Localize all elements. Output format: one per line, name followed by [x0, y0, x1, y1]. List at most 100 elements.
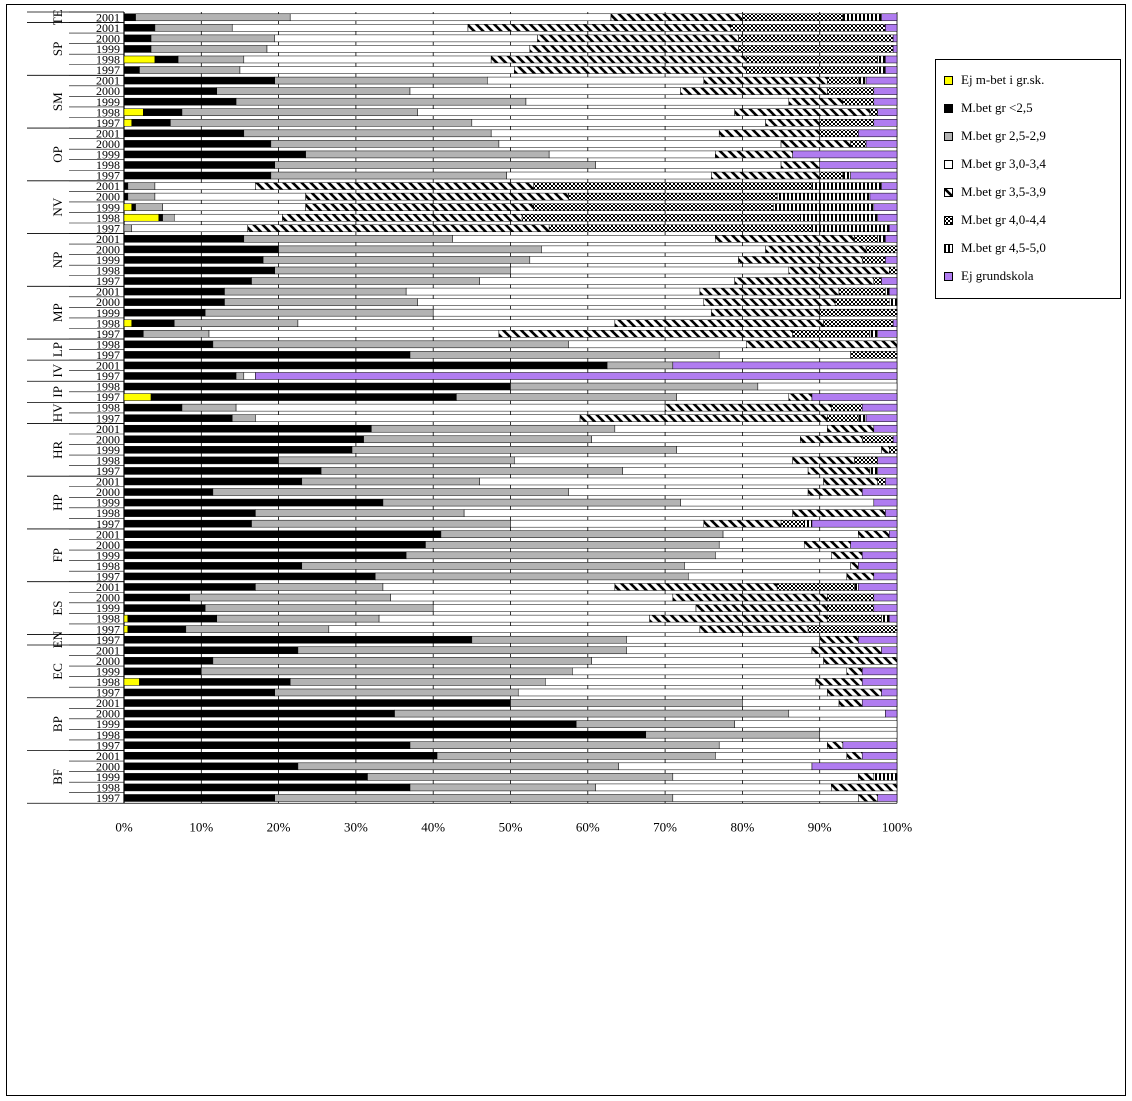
- bar-segment: [861, 435, 894, 444]
- bar-segment: [892, 435, 898, 444]
- bar-segment: [792, 509, 886, 517]
- bar-segment: [881, 13, 898, 22]
- bar-segment: [614, 583, 778, 591]
- bar-segment: [417, 298, 704, 306]
- bar-segment: [305, 150, 550, 159]
- bar-segment: [123, 87, 218, 95]
- year-label: 1998: [96, 781, 120, 795]
- bar-segment: [548, 150, 716, 159]
- bar-segment: [858, 76, 867, 85]
- bar-segment: [274, 161, 596, 169]
- year-label: 2000: [96, 759, 120, 773]
- bar-segment: [819, 119, 875, 127]
- year-label: 2001: [96, 179, 120, 193]
- bar-segment: [139, 678, 291, 686]
- bar-segment: [297, 762, 619, 771]
- bar-segment: [123, 97, 237, 106]
- bar-segment: [123, 635, 473, 644]
- bar-segment: [533, 203, 774, 211]
- bar-segment: [861, 403, 898, 412]
- bar-segment: [123, 245, 279, 254]
- bar-segment: [869, 192, 898, 201]
- bar-segment: [861, 667, 898, 676]
- bar-segment: [877, 467, 898, 475]
- bar-segment: [684, 562, 851, 570]
- bar-segment: [885, 256, 898, 264]
- bar-segment: [274, 76, 488, 85]
- bar-segment: [889, 614, 898, 623]
- bar-segment: [873, 277, 882, 285]
- bar-segment: [834, 298, 890, 306]
- group-label: OP: [50, 146, 65, 163]
- bar-segment: [869, 108, 878, 116]
- bar-segment: [123, 182, 129, 190]
- legend-label: M.bet gr 4,0-4,4: [961, 212, 1046, 227]
- bar-segment: [858, 129, 898, 138]
- group-label: MP: [50, 303, 65, 322]
- bar-segment: [861, 256, 886, 264]
- bar-segment: [842, 97, 875, 106]
- bar-segment: [177, 55, 245, 64]
- group-label: HR: [50, 440, 65, 458]
- bar-segment: [730, 24, 886, 32]
- bar-segment: [123, 741, 411, 749]
- bar-segment: [243, 55, 492, 64]
- bar-segment: [251, 519, 511, 528]
- bar-segment: [123, 76, 275, 85]
- bar-segment: [819, 635, 859, 644]
- bar-segment: [773, 203, 875, 211]
- bar-segment: [877, 55, 886, 64]
- bar-segment: [490, 129, 720, 138]
- legend-item: M.bet gr 4,5-5,0: [944, 234, 1120, 262]
- bar-segment: [541, 245, 766, 254]
- bar-segment: [819, 308, 898, 317]
- legend-swatch: [944, 131, 953, 141]
- bar-segment: [139, 66, 241, 74]
- year-label: 2000: [96, 591, 120, 605]
- bar-segment: [274, 794, 674, 802]
- bar-segment: [289, 13, 612, 22]
- year-label: 1997: [96, 327, 120, 341]
- year-label: 2001: [96, 74, 120, 88]
- bar-segment: [127, 625, 187, 633]
- bar-segment: [255, 372, 898, 380]
- bar-segment: [823, 657, 898, 665]
- bar-segment: [297, 646, 627, 655]
- bar-segment: [734, 108, 871, 116]
- year-label: 1999: [96, 770, 120, 784]
- bar-segment: [123, 298, 225, 306]
- bar-segment: [595, 161, 782, 169]
- year-label: 1997: [96, 738, 120, 752]
- bar-segment: [873, 203, 898, 211]
- bar-segment: [409, 783, 596, 792]
- bar-segment: [746, 66, 878, 74]
- bar-segment: [367, 773, 674, 781]
- bar-segment: [873, 572, 898, 581]
- bar-segment: [711, 308, 820, 317]
- bar-segment: [320, 467, 623, 475]
- year-label: 1997: [96, 116, 120, 130]
- bar-segment: [746, 55, 878, 64]
- bar-segment: [715, 150, 793, 159]
- bar-segment: [123, 161, 275, 169]
- x-tick-label: 90%: [808, 819, 832, 834]
- bar-segment: [680, 498, 875, 507]
- year-label: 1998: [96, 158, 120, 172]
- bar-segment: [243, 235, 453, 243]
- bar-segment: [877, 794, 898, 802]
- bar-segment: [270, 140, 500, 148]
- legend-item: M.bet gr <2,5: [944, 94, 1120, 122]
- bar-segment: [235, 372, 245, 380]
- bar-segment: [123, 572, 376, 581]
- bar-segment: [807, 625, 898, 633]
- bar-segment: [123, 541, 426, 549]
- bar-segment: [850, 351, 898, 359]
- bar-segment: [378, 614, 650, 623]
- bar-segment: [123, 424, 372, 433]
- bar-segment: [827, 741, 844, 749]
- bar-segment: [579, 414, 828, 422]
- group-label: ES: [50, 600, 65, 615]
- bar-segment: [877, 477, 886, 486]
- chart-frame: TE 2001 SP 2001 2000 1999 1998 1997 SM 2001 2000 19…: [6, 4, 1126, 1096]
- bar-segment: [548, 224, 813, 233]
